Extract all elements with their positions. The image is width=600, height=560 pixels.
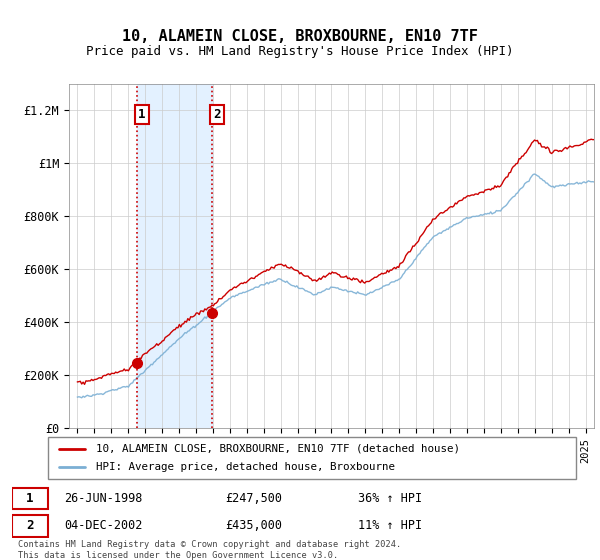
Text: 11% ↑ HPI: 11% ↑ HPI bbox=[358, 519, 422, 533]
Text: 36% ↑ HPI: 36% ↑ HPI bbox=[358, 492, 422, 505]
Text: 2: 2 bbox=[213, 108, 220, 121]
Text: 2: 2 bbox=[26, 519, 34, 533]
Text: Contains HM Land Registry data © Crown copyright and database right 2024.
This d: Contains HM Land Registry data © Crown c… bbox=[18, 540, 401, 559]
Text: Price paid vs. HM Land Registry's House Price Index (HPI): Price paid vs. HM Land Registry's House … bbox=[86, 45, 514, 58]
Text: £435,000: £435,000 bbox=[225, 519, 282, 533]
Text: HPI: Average price, detached house, Broxbourne: HPI: Average price, detached house, Brox… bbox=[95, 462, 395, 472]
FancyBboxPatch shape bbox=[12, 515, 48, 536]
Text: £247,500: £247,500 bbox=[225, 492, 282, 505]
Text: 1: 1 bbox=[138, 108, 145, 121]
Text: 10, ALAMEIN CLOSE, BROXBOURNE, EN10 7TF (detached house): 10, ALAMEIN CLOSE, BROXBOURNE, EN10 7TF … bbox=[95, 444, 460, 454]
Text: 10, ALAMEIN CLOSE, BROXBOURNE, EN10 7TF: 10, ALAMEIN CLOSE, BROXBOURNE, EN10 7TF bbox=[122, 29, 478, 44]
FancyBboxPatch shape bbox=[12, 488, 48, 510]
Text: 26-JUN-1998: 26-JUN-1998 bbox=[64, 492, 142, 505]
Bar bbox=[137, 84, 212, 428]
FancyBboxPatch shape bbox=[48, 437, 576, 479]
Text: 1: 1 bbox=[26, 492, 34, 505]
Text: 04-DEC-2002: 04-DEC-2002 bbox=[64, 519, 142, 533]
